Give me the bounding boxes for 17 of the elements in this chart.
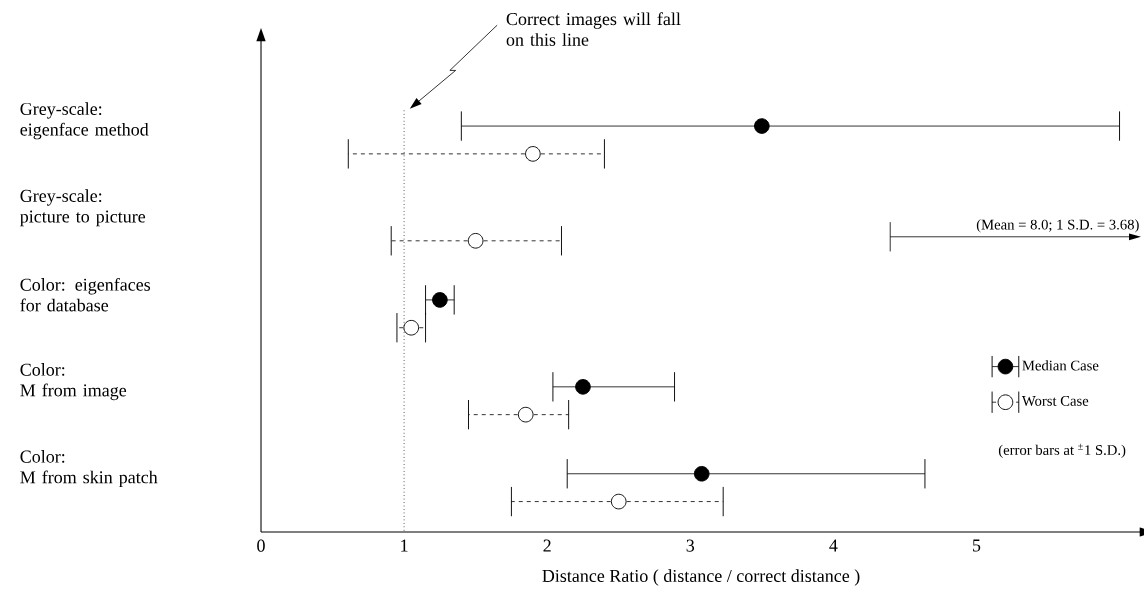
x-tick-label: 4 [829,539,838,552]
legend-label: Worst Case [1021,396,1089,406]
x-axis-title: Distance Ratio ( distance / correct distance ) [542,569,860,586]
legend-label: Median Case [1022,360,1099,371]
x-tick-label: 2 [543,539,551,552]
x-tick-label: 3 [686,539,695,552]
y-tick-label: Grey-scale: eigenface method [20,102,149,140]
text: Correct images will fall on this line [506,12,681,46]
y-tick-label: Grey-scale: picture to picture [20,189,146,227]
x-tick-label: 1 [401,539,408,552]
y-tick-label: Color: M from skin patch [20,450,158,488]
annotation: (error bars at $^{±}$1 S.D.) [998,443,1126,458]
x-tick-label: 5 [973,539,981,552]
y-tick-label: Color: M from image [20,363,127,401]
y-tick-label: Color: eigenfaces for database [20,277,151,312]
annotation: (Mean = 8.0; 1 S.D. = 3.68) [976,219,1139,233]
x-tick-label: 0 [257,539,265,552]
